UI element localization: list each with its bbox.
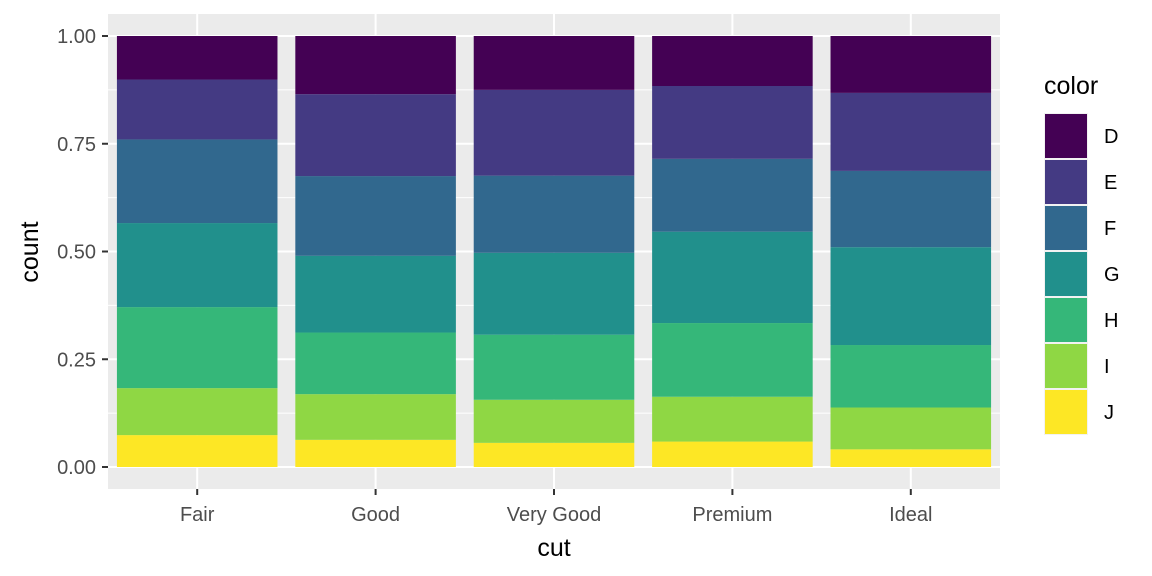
legend-swatch-I	[1045, 344, 1087, 388]
bar-segment-H	[116, 307, 278, 389]
axes: 0.00 0.25 0.50 0.75 1.00 Fair Good Very Good Pre…	[57, 26, 932, 526]
legend-swatch-E	[1045, 160, 1087, 204]
bar-segment-I	[116, 388, 278, 436]
bar-segment-F	[830, 170, 992, 248]
legend-label-H: H	[1104, 310, 1118, 332]
bar-segment-D	[830, 36, 992, 93]
bar-segment-I	[295, 394, 456, 440]
bar-segment-H	[473, 334, 635, 400]
legend-swatch-J	[1045, 390, 1087, 434]
bar-segment-H	[830, 345, 992, 408]
legend-swatch-F	[1045, 206, 1087, 250]
bar-segment-G	[295, 255, 456, 333]
bar-segment-J	[473, 442, 635, 467]
legend-title: color	[1044, 72, 1098, 100]
bar-segment-E	[830, 92, 992, 171]
legend-swatch-G	[1045, 252, 1087, 296]
bar-segment-E	[652, 85, 813, 159]
bars	[116, 36, 992, 467]
y-tick-label: 0.50	[57, 242, 96, 264]
x-tick-label: Fair	[180, 504, 215, 526]
legend-label-J: J	[1104, 402, 1114, 424]
bar-segment-E	[295, 94, 456, 177]
bar-segment-D	[652, 36, 813, 86]
bar-segment-G	[830, 247, 992, 346]
bar-segment-I	[652, 396, 813, 442]
legend-swatch-H	[1045, 298, 1087, 342]
bar-segment-D	[295, 36, 456, 95]
bar-segment-F	[652, 158, 813, 232]
bar-segment-G	[473, 252, 635, 335]
x-tick-label: Good	[351, 504, 400, 526]
y-axis-title: count	[16, 221, 44, 282]
legend-label-D: D	[1104, 126, 1118, 148]
y-tick-label: 0.00	[57, 457, 96, 479]
bar-segment-G	[652, 231, 813, 324]
bar-segment-J	[830, 449, 992, 467]
bar-segment-J	[116, 435, 278, 467]
bar-segment-F	[116, 139, 278, 224]
legend-label-I: I	[1104, 356, 1110, 378]
y-tick-label: 0.25	[57, 349, 96, 371]
bar-segment-I	[473, 399, 635, 443]
y-tick-label: 0.75	[57, 134, 96, 156]
legend-items: D E F G H I J	[1044, 113, 1120, 435]
bar-segment-E	[116, 79, 278, 140]
x-tick-label: Ideal	[889, 504, 932, 526]
x-axis-title: cut	[537, 534, 570, 562]
bar-segment-G	[116, 223, 278, 308]
bar-segment-D	[116, 36, 278, 80]
y-tick-label: 1.00	[57, 26, 96, 48]
bar-segment-J	[652, 441, 813, 467]
bar-segment-D	[473, 36, 635, 90]
bar-segment-E	[473, 89, 635, 176]
legend-label-G: G	[1104, 264, 1120, 286]
bar-segment-F	[473, 175, 635, 253]
legend-label-F: F	[1104, 218, 1116, 240]
legend-label-E: E	[1104, 172, 1117, 194]
bar-segment-F	[295, 176, 456, 256]
bar-segment-I	[830, 407, 992, 450]
legend-swatch-D	[1045, 114, 1087, 158]
bar-segment-H	[295, 332, 456, 395]
x-tick-label: Premium	[692, 504, 772, 526]
x-tick-label: Very Good	[507, 504, 602, 526]
bar-segment-J	[295, 439, 456, 467]
legend: color D E F G H I J	[1044, 72, 1120, 435]
bar-segment-H	[652, 323, 813, 397]
